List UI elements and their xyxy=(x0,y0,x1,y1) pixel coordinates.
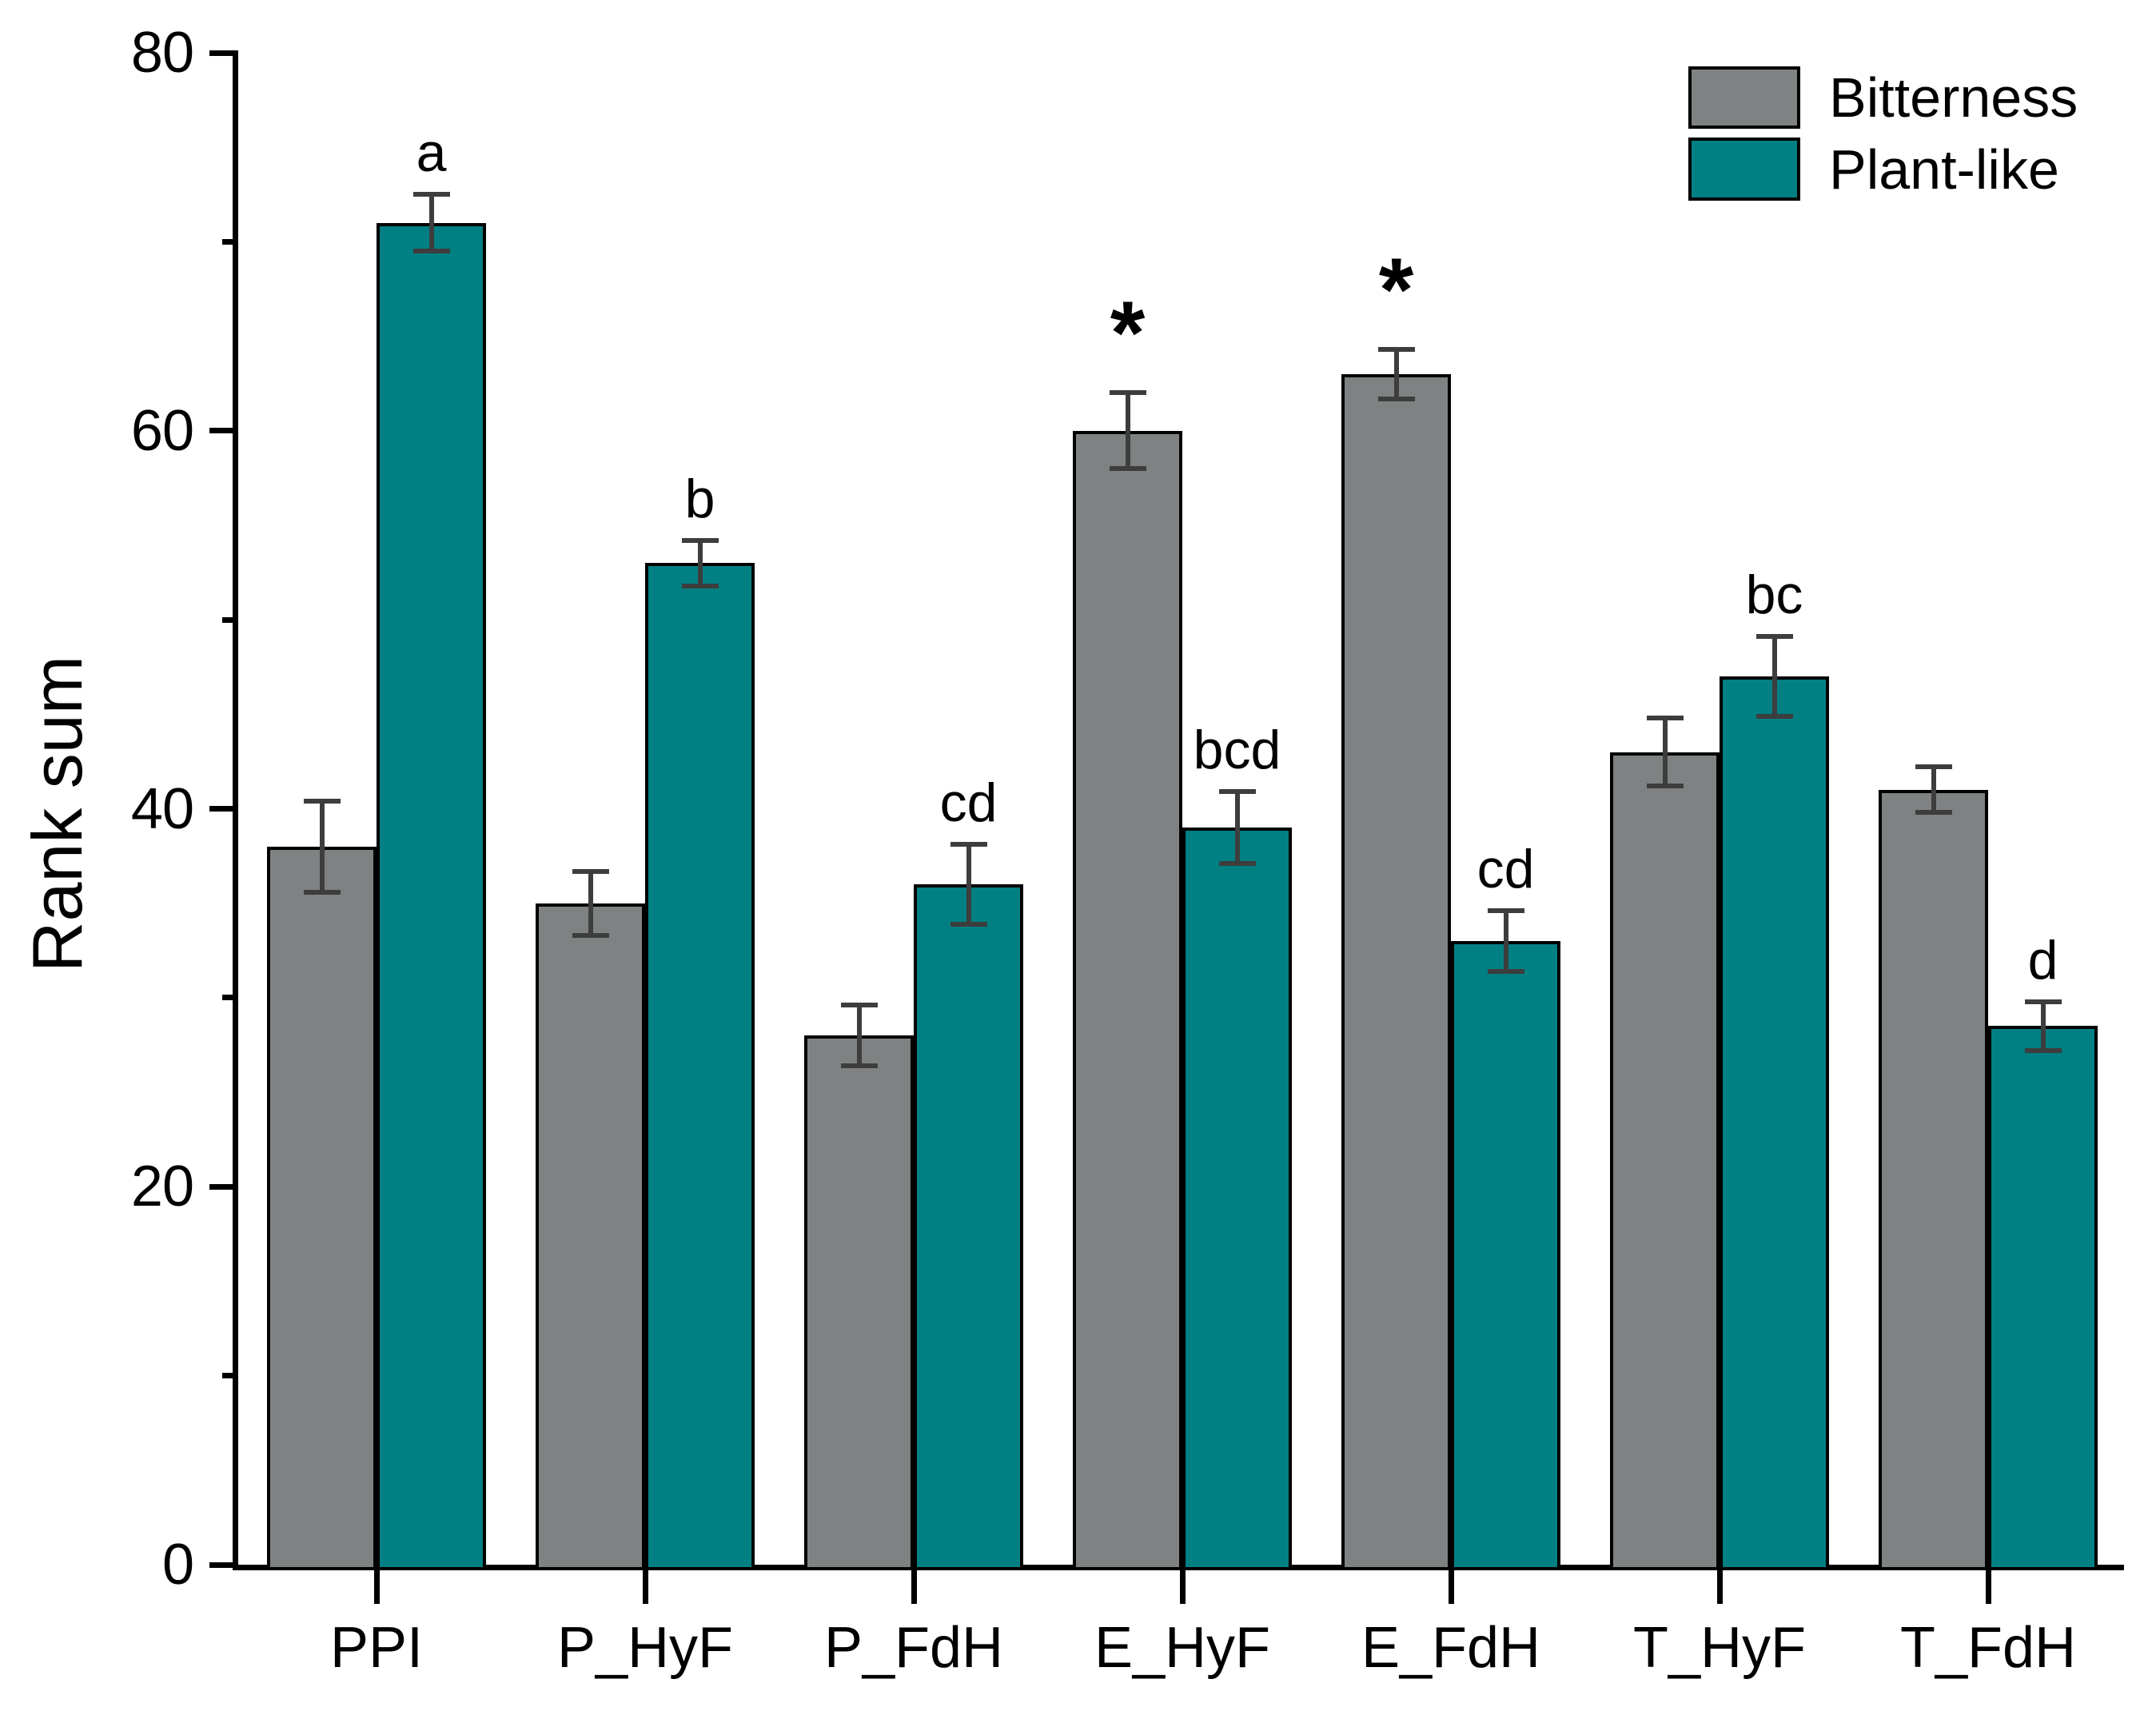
error-bar-cap-bottom xyxy=(1755,713,1793,719)
significance-star-E_HyF: * xyxy=(1110,283,1146,384)
x-category-label: E_HyF xyxy=(1094,1616,1271,1680)
error-bar-cap-top xyxy=(412,192,450,197)
error-bar-line xyxy=(588,871,593,935)
error-bar-cap-bottom xyxy=(303,889,341,895)
letter-annotation-T_HyF: bc xyxy=(1745,564,1803,626)
y-major-tick xyxy=(209,1561,238,1568)
error-bar-line xyxy=(1234,792,1240,864)
y-minor-tick xyxy=(222,616,238,623)
letter-annotation-E_FdH: cd xyxy=(1477,839,1535,900)
x-category-label: T_FdH xyxy=(1899,1616,2077,1680)
error-bar-cap-top xyxy=(950,842,987,848)
x-tick xyxy=(1716,1570,1723,1604)
bar-bitterness-E_HyF xyxy=(1073,430,1182,1570)
bar-plant-like-E_HyF xyxy=(1182,828,1292,1570)
letter-annotation-T_FdH: d xyxy=(2027,929,2058,991)
bar-plant-like-T_HyF xyxy=(1720,676,1829,1570)
bar-bitterness-T_FdH xyxy=(1879,789,1988,1570)
error-bar-cap-top xyxy=(1755,634,1793,640)
x-category-label: P_FdH xyxy=(823,1616,1004,1680)
error-bar-cap-bottom xyxy=(1109,466,1146,472)
error-bar-cap-bottom xyxy=(1646,784,1684,789)
error-bar-cap-bottom xyxy=(572,932,609,938)
error-bar-line xyxy=(1393,349,1399,399)
error-bar-cap-top xyxy=(2024,999,2062,1004)
y-minor-tick xyxy=(222,995,238,1001)
error-bar-cap-top xyxy=(1487,908,1524,914)
bar-plant-like-PPI xyxy=(377,222,486,1570)
error-bar-cap-bottom xyxy=(950,921,987,927)
y-major-tick xyxy=(209,1183,238,1190)
y-major-tick xyxy=(209,428,238,434)
x-category-label: P_HyF xyxy=(556,1616,734,1680)
legend-label-bitterness: Bitterness xyxy=(1829,66,2078,129)
bar-bitterness-E_FdH xyxy=(1341,373,1451,1570)
y-tick-label: 60 xyxy=(130,398,194,463)
error-bar-cap-top xyxy=(303,799,341,804)
x-category-label: E_FdH xyxy=(1361,1616,1541,1680)
bar-plant-like-E_FdH xyxy=(1451,940,1560,1570)
y-tick-label: 40 xyxy=(130,776,194,841)
error-bar-cap-top xyxy=(840,1003,878,1008)
legend-label-plant-like: Plant-like xyxy=(1829,138,2059,201)
error-bar-line xyxy=(428,194,434,252)
error-bar-cap-bottom xyxy=(412,249,450,254)
letter-annotation-PPI: a xyxy=(416,122,447,184)
error-bar-cap-top xyxy=(681,537,719,543)
bar-plant-like-T_FdH xyxy=(1988,1026,2098,1570)
x-tick xyxy=(642,1570,648,1604)
letter-annotation-E_HyF: bcd xyxy=(1193,720,1281,781)
letter-annotation-P_HyF: b xyxy=(684,468,715,529)
y-major-tick xyxy=(209,50,238,56)
error-bar-line xyxy=(319,801,325,892)
y-minor-tick xyxy=(222,1373,238,1379)
error-bar-cap-bottom xyxy=(840,1063,878,1068)
error-bar-line xyxy=(1931,767,1936,813)
error-bar-cap-bottom xyxy=(1487,968,1524,974)
bar-bitterness-P_HyF xyxy=(536,903,645,1570)
x-tick xyxy=(1179,1570,1186,1604)
y-minor-tick xyxy=(222,238,238,245)
error-bar-line xyxy=(1771,636,1777,716)
error-bar-cap-top xyxy=(572,868,609,874)
error-bar-line xyxy=(2040,1001,2046,1051)
error-bar-line xyxy=(966,844,971,924)
error-bar-cap-bottom xyxy=(2024,1048,2062,1054)
legend-swatch-plant-like xyxy=(1688,138,1800,201)
y-tick-label: 0 xyxy=(161,1533,194,1597)
error-bar-line xyxy=(1503,911,1508,971)
error-bar-cap-top xyxy=(1109,390,1146,396)
x-tick xyxy=(911,1570,917,1604)
error-bar-line xyxy=(856,1005,862,1066)
letter-annotation-P_FdH: cd xyxy=(939,772,998,834)
bar-bitterness-PPI xyxy=(267,846,377,1570)
error-bar-cap-top xyxy=(1646,716,1684,721)
bar-plant-like-P_FdH xyxy=(914,884,1023,1570)
error-bar-cap-top xyxy=(1377,347,1415,353)
legend-swatch-bitterness xyxy=(1688,66,1800,129)
x-tick xyxy=(373,1570,380,1604)
error-bar-line xyxy=(1662,718,1668,787)
x-category-label: PPI xyxy=(329,1616,424,1680)
error-bar-line xyxy=(697,540,703,586)
y-tick-label: 20 xyxy=(130,1155,194,1219)
error-bar-cap-bottom xyxy=(1218,861,1256,867)
x-tick xyxy=(1985,1570,1991,1604)
bar-bitterness-T_HyF xyxy=(1610,752,1720,1570)
error-bar-cap-bottom xyxy=(1377,396,1415,401)
y-major-tick xyxy=(209,806,238,812)
x-tick xyxy=(1448,1570,1454,1604)
significance-star-E_FdH: * xyxy=(1378,240,1414,341)
error-bar-cap-bottom xyxy=(681,583,719,588)
bar-plant-like-P_HyF xyxy=(645,563,755,1570)
error-bar-cap-bottom xyxy=(1915,810,1952,816)
bar-bitterness-P_FdH xyxy=(804,1035,914,1570)
x-category-label: T_HyF xyxy=(1633,1616,1806,1680)
y-tick-label: 80 xyxy=(130,21,194,85)
error-bar-cap-top xyxy=(1915,764,1952,770)
error-bar-line xyxy=(1125,393,1130,469)
error-bar-cap-top xyxy=(1218,789,1256,795)
